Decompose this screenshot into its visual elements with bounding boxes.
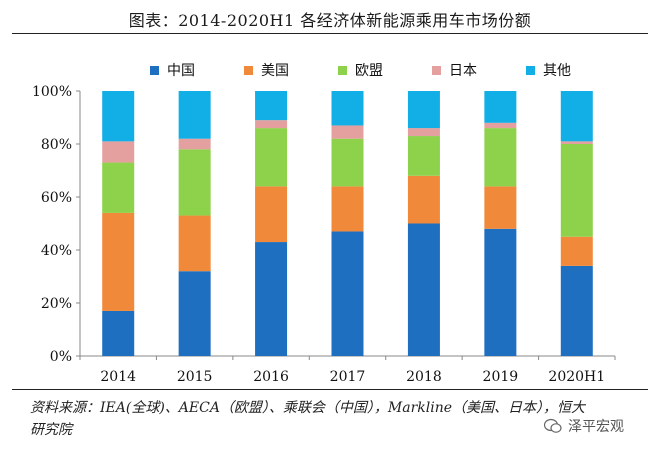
legend-item-china: 中国 <box>150 60 244 80</box>
x-tick-label: 2020H1 <box>548 369 605 385</box>
legend-label-other: 其他 <box>543 63 571 79</box>
bar-segment <box>407 91 440 129</box>
legend-label-usa: 美国 <box>261 63 289 79</box>
bar-segment <box>102 212 135 311</box>
bar-segment <box>178 215 211 272</box>
legend-label-eu: 欧盟 <box>355 63 383 79</box>
bar-segment <box>484 128 517 187</box>
bar-segment <box>178 149 211 216</box>
y-tick-label: 100% <box>32 84 72 100</box>
legend-swatch-usa <box>244 65 253 75</box>
x-tick-label: 2015 <box>177 369 213 385</box>
legend-item-eu: 欧盟 <box>338 60 432 80</box>
bar-segment <box>331 138 364 187</box>
y-tick-label: 80% <box>41 137 72 153</box>
legend-label-japan: 日本 <box>449 63 477 79</box>
legend-item-other: 其他 <box>526 60 620 80</box>
bar-segment <box>102 91 135 142</box>
bar-segment <box>484 186 517 229</box>
bar-segment <box>102 141 135 163</box>
chart-legend: 中国 美国 欧盟 日本 其他 <box>150 60 620 80</box>
legend-item-usa: 美国 <box>244 60 338 80</box>
bar-segment <box>407 128 440 137</box>
bar-segment <box>560 141 593 144</box>
bar-segment <box>484 91 517 123</box>
bar-segment <box>178 138 211 150</box>
y-tick-label: 40% <box>41 243 72 259</box>
bar-segment <box>255 128 288 187</box>
chart-title: 图表：2014-2020H1 各经济体新能源乘用车市场份额 <box>128 11 532 30</box>
legend-swatch-eu <box>338 65 347 75</box>
bar-segment <box>560 265 593 356</box>
bar-segment <box>560 144 593 237</box>
source-note: 资料来源：IEA(全球)、AECA（欧盟）、乘联会（中国），Markline（美… <box>30 400 586 438</box>
x-tick-label: 2016 <box>253 369 289 385</box>
bar-segment <box>255 120 288 129</box>
bar-segment <box>331 91 364 126</box>
bar-segment <box>407 175 440 224</box>
x-tick-label: 2014 <box>100 369 136 385</box>
stacked-bar-chart: 0% 20% 40% 60% 80% 100% 2014 2015 2016 2017 2018 20… <box>32 84 616 385</box>
legend-item-japan: 日本 <box>432 60 526 80</box>
bar-segment <box>255 91 288 121</box>
bar-segment <box>407 136 440 176</box>
x-tick-label: 2017 <box>330 369 366 385</box>
y-tick-label: 60% <box>41 190 72 206</box>
x-tick-label: 2019 <box>483 369 519 385</box>
bar-segment <box>331 231 364 356</box>
watermark: 泽平宏观 <box>544 416 624 436</box>
y-tick-label: 0% <box>50 349 72 365</box>
source-rule <box>12 389 648 390</box>
legend-swatch-china <box>150 65 159 75</box>
bar-segment <box>102 310 135 356</box>
bar-segment <box>331 186 364 232</box>
bar-segment <box>484 228 517 356</box>
bar-segment <box>178 91 211 139</box>
legend-label-china: 中国 <box>167 63 195 79</box>
legend-swatch-japan <box>432 65 441 75</box>
bar-segment <box>484 122 517 129</box>
bar-segment <box>560 91 593 142</box>
bar-segment <box>331 125 364 139</box>
wechat-icon <box>544 418 562 433</box>
bar-segment <box>560 236 593 266</box>
watermark-text: 泽平宏观 <box>568 419 624 435</box>
y-tick-label: 20% <box>41 296 72 312</box>
title-rule <box>12 33 648 34</box>
bar-segment <box>255 186 288 243</box>
bar-segment <box>102 162 135 213</box>
bar-segment <box>407 223 440 356</box>
legend-swatch-other <box>526 65 535 75</box>
bar-segment <box>178 271 211 356</box>
x-tick-label: 2018 <box>406 369 442 385</box>
bar-segment <box>255 242 288 356</box>
